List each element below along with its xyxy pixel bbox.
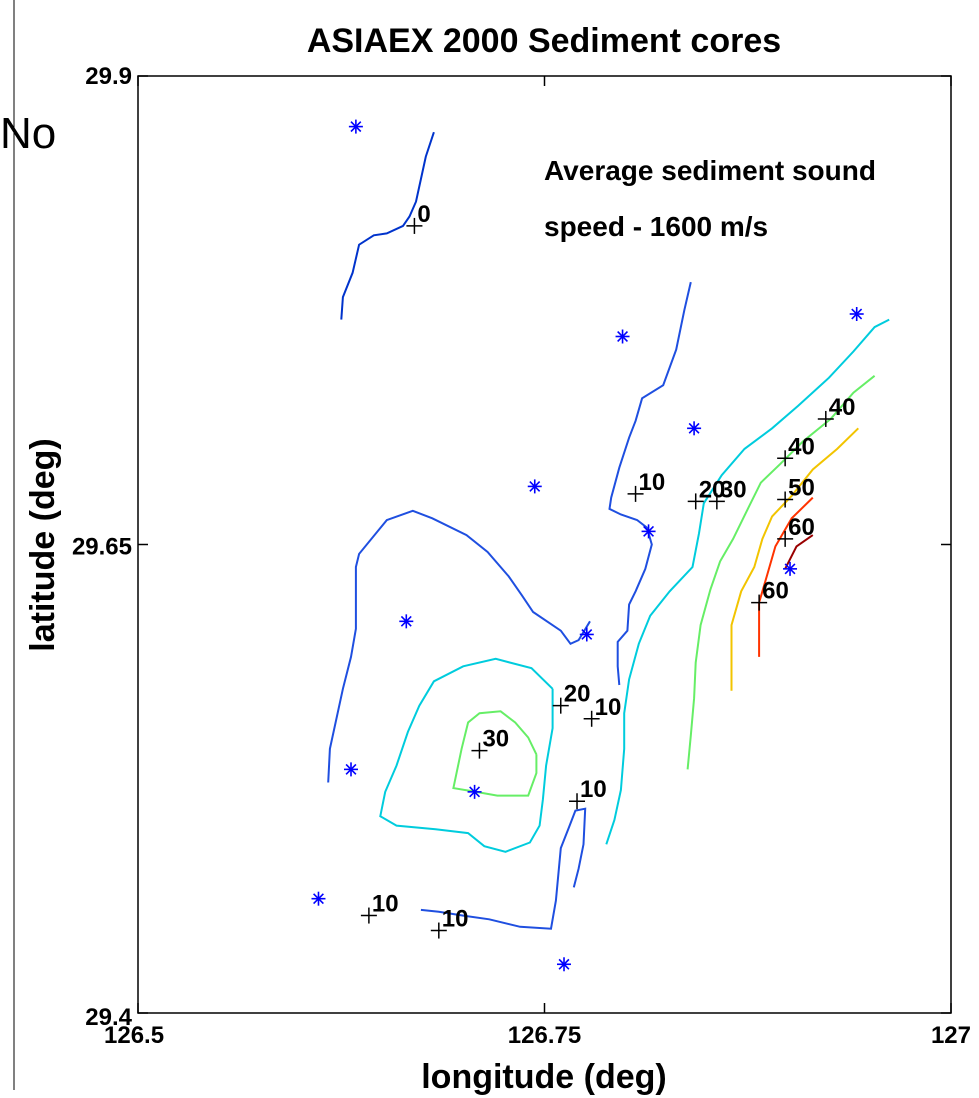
core-location-marker: [783, 561, 798, 576]
contour-label: 0: [417, 201, 430, 228]
contour-label-group: 10: [360, 891, 399, 924]
core-marker-stroke: [784, 563, 796, 575]
contour-label-group: 10: [430, 906, 469, 939]
contour-label: 10: [442, 906, 469, 933]
core-location-marker: [527, 479, 542, 494]
contour-label: 20: [699, 476, 726, 503]
core-marker-stroke: [558, 958, 570, 970]
core-location-marker: [579, 627, 594, 642]
core-marker-stroke: [345, 763, 357, 775]
core-marker-stroke: [643, 525, 655, 537]
contour-line-50: [758, 496, 814, 657]
contour-label: 10: [595, 694, 622, 721]
contour-line-20: [379, 657, 554, 853]
contour-line-20: [605, 318, 890, 845]
y-tick-label: 29.4: [85, 1004, 132, 1031]
contour-label: 10: [580, 776, 607, 803]
core-location-marker: [687, 421, 702, 436]
contour-label: 20: [564, 681, 591, 708]
contour-label: 30: [482, 726, 509, 753]
contour-label-group: 10: [569, 776, 607, 810]
x-tick-label: 126.5: [104, 1022, 164, 1049]
core-marker-stroke: [350, 121, 362, 133]
contour-label-group: 10: [627, 469, 666, 502]
y-axis-label: latitude (deg): [24, 438, 62, 651]
contours-layer: [327, 131, 890, 930]
contour-label-group: 10: [583, 694, 622, 727]
contour-label-group: 30: [471, 726, 509, 759]
contour-label: 40: [788, 433, 815, 460]
core-location-marker: [399, 614, 414, 629]
x-tick-label: 126.75: [508, 1022, 581, 1049]
annotation-line-2: speed - 1600 m/s: [544, 211, 768, 242]
core-location-marker: [344, 762, 359, 777]
core-location-marker: [467, 784, 482, 799]
contour-line-10: [608, 281, 692, 686]
contour-label: 10: [639, 469, 666, 496]
contour-line-0: [340, 131, 435, 320]
contour-line-40: [730, 427, 859, 691]
contour-line-60: [784, 534, 814, 570]
core-marker-stroke: [400, 615, 412, 627]
core-marker-stroke: [688, 422, 700, 434]
contour-label: 30: [720, 476, 747, 503]
x-tick-label: 127: [931, 1022, 971, 1049]
ticks-layer: 126.5 126.75 127 29.9 29.65 29.4: [72, 63, 971, 1049]
y-tick-label: 29.65: [72, 534, 132, 561]
core-stations-layer: [311, 119, 864, 972]
core-marker-stroke: [851, 308, 863, 320]
contour-label-group: 50: [777, 475, 815, 508]
core-location-marker: [348, 119, 363, 134]
contour-line-30: [686, 375, 876, 770]
core-location-marker: [311, 891, 326, 906]
contour-line-10: [327, 509, 591, 783]
core-marker-stroke: [617, 331, 629, 342]
contour-label: 60: [788, 514, 815, 541]
contour-label: 10: [372, 891, 399, 918]
contour-label-group: 40: [817, 394, 856, 427]
contour-label: 40: [829, 394, 856, 421]
contour-label-group: 60: [751, 578, 789, 611]
core-location-marker: [615, 329, 630, 344]
contour-line-30: [452, 710, 538, 797]
contour-label: 50: [788, 475, 815, 502]
core-marker-stroke: [313, 893, 324, 905]
core-location-marker: [641, 524, 656, 539]
x-axis-label: longitude (deg): [421, 1058, 667, 1096]
core-location-marker: [849, 306, 864, 321]
core-location-marker: [557, 957, 572, 972]
core-marker-stroke: [469, 786, 481, 798]
contour-line-10: [420, 807, 587, 930]
contour-label-group: 30: [708, 476, 747, 510]
annotation-line-1: Average sediment sound: [544, 155, 876, 186]
core-marker-stroke: [529, 480, 541, 492]
core-marker-stroke: [581, 628, 593, 640]
contour-label-group: 20: [552, 681, 591, 714]
contour-label-group: 20: [687, 476, 726, 510]
y-tick-label: 29.9: [85, 63, 132, 90]
contour-label-group: 40: [777, 433, 815, 467]
chart-title: ASIAEX 2000 Sediment cores: [307, 22, 781, 60]
contour-label-group: 60: [777, 514, 815, 547]
stray-text: No: [0, 109, 56, 158]
contour-label-group: 0: [406, 201, 431, 234]
contour-label: 60: [762, 578, 789, 605]
